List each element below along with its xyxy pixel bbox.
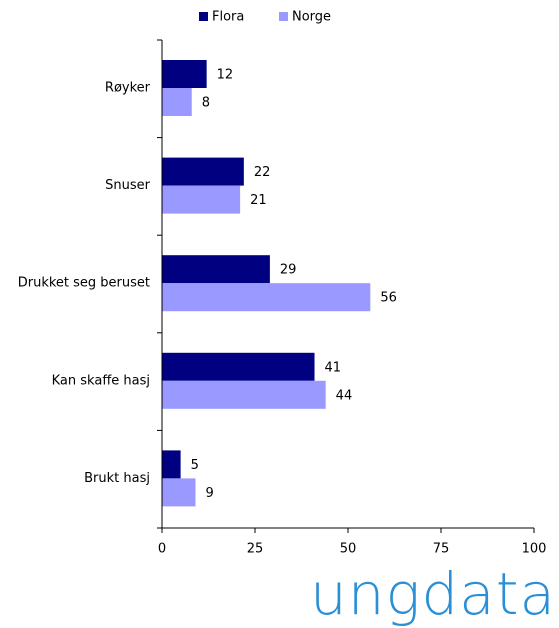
value-label: 12 (217, 68, 234, 83)
value-label: 41 (325, 360, 342, 375)
legend-label: Flora (212, 10, 244, 25)
x-tick-label: 100 (522, 542, 547, 557)
value-label: 29 (280, 263, 297, 278)
bar (162, 283, 371, 312)
bar (162, 478, 196, 507)
value-label: 44 (336, 388, 353, 403)
y-tick-label: Røyker (105, 81, 151, 96)
bar (162, 157, 244, 186)
bar (162, 185, 241, 214)
y-tick-label: Snuser (105, 178, 151, 193)
value-label: 5 (191, 458, 199, 473)
value-label: 21 (250, 193, 267, 208)
bar (162, 60, 207, 88)
value-label: 22 (254, 165, 271, 180)
bar (162, 88, 192, 116)
value-label: 8 (202, 96, 210, 111)
bar (162, 352, 315, 381)
x-tick-label: 25 (247, 542, 264, 557)
value-label: 9 (205, 486, 213, 501)
legend-swatch (279, 12, 288, 21)
legend-label: Norge (292, 10, 331, 25)
bar (162, 450, 181, 479)
x-tick-label: 50 (340, 542, 357, 557)
logo: ungdata (310, 560, 556, 628)
value-label: 56 (380, 291, 397, 306)
bar (162, 255, 270, 284)
y-tick-label: Brukt hasj (84, 471, 150, 486)
bar (162, 380, 326, 409)
x-tick-label: 0 (158, 542, 166, 557)
legend-swatch (199, 12, 208, 21)
x-tick-label: 75 (433, 542, 450, 557)
y-tick-label: Drukket seg beruset (18, 276, 150, 291)
y-tick-label: Kan skaffe hasj (52, 373, 150, 388)
